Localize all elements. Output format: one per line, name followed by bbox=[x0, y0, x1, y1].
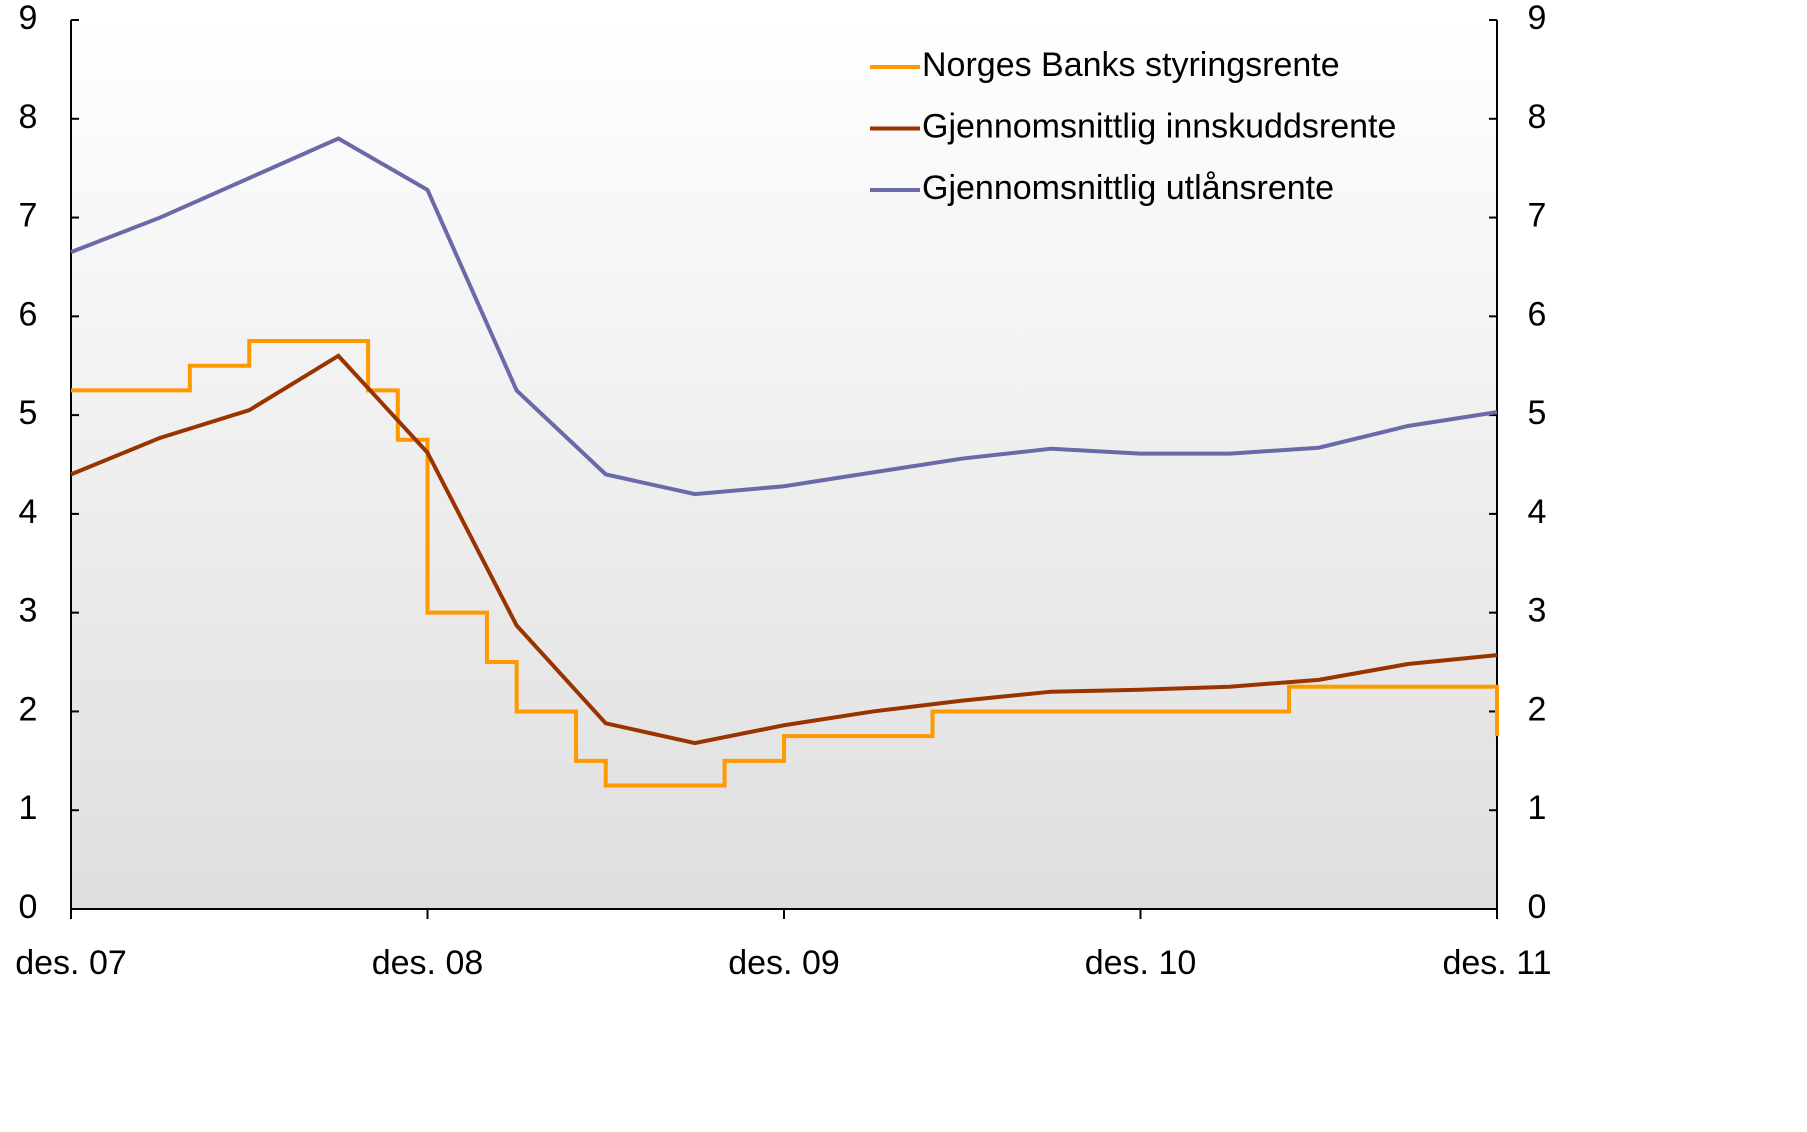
y2-tick-label: 4 bbox=[1528, 493, 1547, 531]
x-tick-label: des. 09 bbox=[728, 944, 840, 982]
y2-tick-label: 5 bbox=[1528, 394, 1547, 432]
y2-tick-label: 2 bbox=[1528, 690, 1547, 728]
y-tick-label: 2 bbox=[19, 690, 38, 728]
y-tick-label: 4 bbox=[19, 493, 38, 531]
y-tick-label: 8 bbox=[19, 98, 38, 136]
y2-tick-label: 8 bbox=[1528, 98, 1547, 136]
series-line bbox=[70, 353, 1498, 746]
legend-label: Gjennomsnittlig innskuddsrente bbox=[922, 107, 1396, 145]
y-tick-label: 1 bbox=[19, 789, 38, 827]
y2-tick-label: 9 bbox=[1528, 0, 1547, 37]
y2-tick-label: 0 bbox=[1528, 888, 1547, 926]
x-tick-label: des. 08 bbox=[372, 944, 484, 982]
y-tick-label: 6 bbox=[19, 295, 38, 333]
y-tick-label: 7 bbox=[19, 197, 38, 235]
y-tick-label: 5 bbox=[19, 394, 38, 432]
plot-area bbox=[71, 20, 1497, 909]
series-line bbox=[71, 339, 1499, 788]
x-tick-label: des. 10 bbox=[1085, 944, 1197, 982]
y2-tick-label: 6 bbox=[1528, 295, 1547, 333]
y2-tick-label: 1 bbox=[1528, 789, 1547, 827]
x-tick-label: des. 07 bbox=[15, 944, 127, 982]
legend-label: Gjennomsnittlig utlånsrente bbox=[922, 169, 1334, 207]
y-tick-label: 9 bbox=[19, 0, 38, 37]
x-tick-label: des. 11 bbox=[1442, 944, 1551, 982]
legend-label: Norges Banks styringsrente bbox=[922, 46, 1340, 84]
y-tick-label: 3 bbox=[19, 592, 38, 630]
y2-tick-label: 3 bbox=[1528, 592, 1547, 630]
y-tick-label: 0 bbox=[19, 888, 38, 926]
series-line bbox=[70, 136, 1498, 497]
y2-tick-label: 7 bbox=[1528, 197, 1547, 235]
